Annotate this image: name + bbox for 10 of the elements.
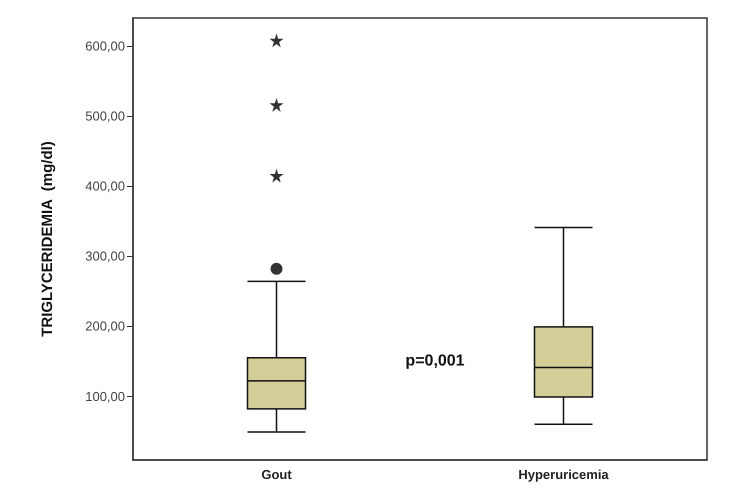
y-tick-label: 600,00 [85,38,125,54]
y-tick-label: 200,00 [85,318,125,334]
x-tick-label: Gout [261,467,292,482]
y-tick-label: 400,00 [85,178,125,194]
y-axis-title: TRIGLYCERIDEMIA (mg/dl) [39,141,56,337]
y-tick-label: 300,00 [85,248,125,264]
annotation: p=0,001 [405,352,465,370]
x-tick-label: Hyperuricemia [518,467,610,482]
y-tick-label: 500,00 [85,108,125,124]
y-tick-label: 100,00 [85,388,125,404]
